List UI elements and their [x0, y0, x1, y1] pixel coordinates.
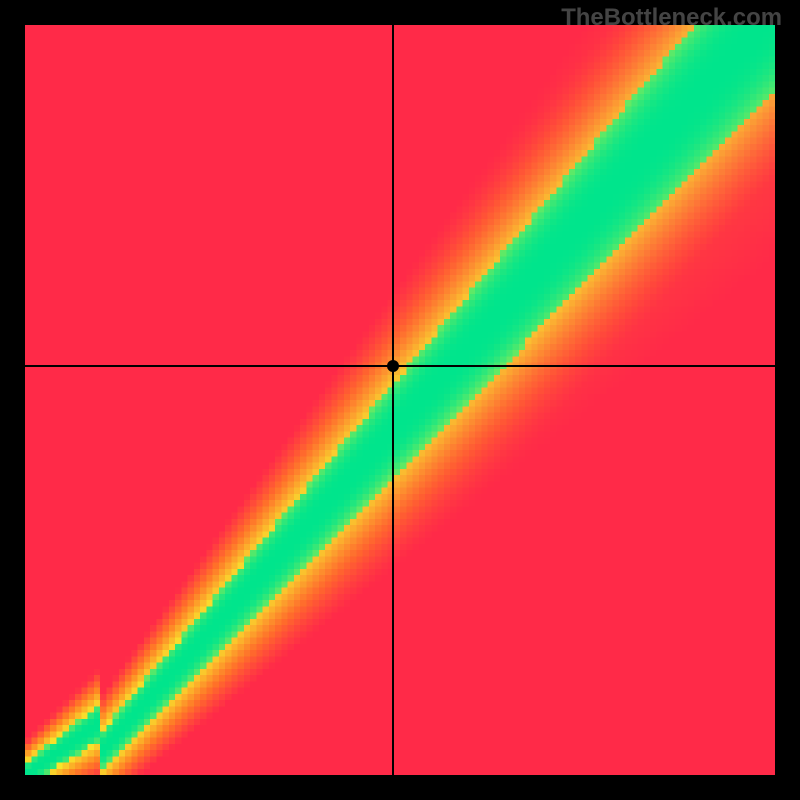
plot-area	[25, 25, 775, 775]
chart-container: TheBottleneck.com	[0, 0, 800, 800]
data-point-marker	[387, 360, 399, 372]
crosshair-horizontal	[25, 365, 775, 367]
watermark-text: TheBottleneck.com	[561, 4, 782, 32]
crosshair-vertical	[392, 25, 394, 775]
heatmap-canvas	[25, 25, 775, 775]
